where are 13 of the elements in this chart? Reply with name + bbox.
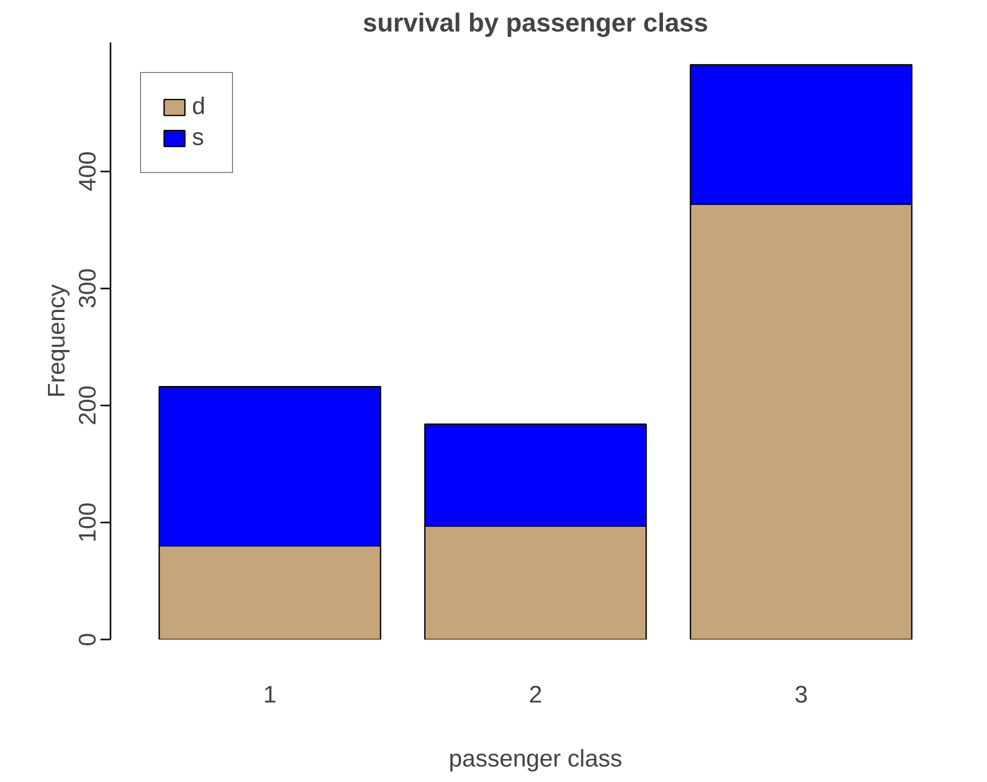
x-axis-title: passenger class bbox=[448, 746, 622, 772]
y-tick-label: 200 bbox=[74, 385, 102, 426]
legend-label: d bbox=[192, 93, 206, 121]
y-tick-label: 0 bbox=[74, 632, 102, 646]
legend-label: s bbox=[192, 124, 205, 152]
y-tick-label: 300 bbox=[74, 268, 102, 308]
x-tick-label: 2 bbox=[528, 682, 542, 708]
chart-title: survival by passenger class bbox=[362, 8, 708, 38]
x-tick-label: 3 bbox=[794, 682, 808, 708]
y-tick-label: 100 bbox=[74, 502, 102, 542]
y-axis-title: Frequency bbox=[44, 284, 70, 398]
x-tick-label: 1 bbox=[263, 682, 277, 708]
y-tick-label: 400 bbox=[74, 151, 102, 192]
